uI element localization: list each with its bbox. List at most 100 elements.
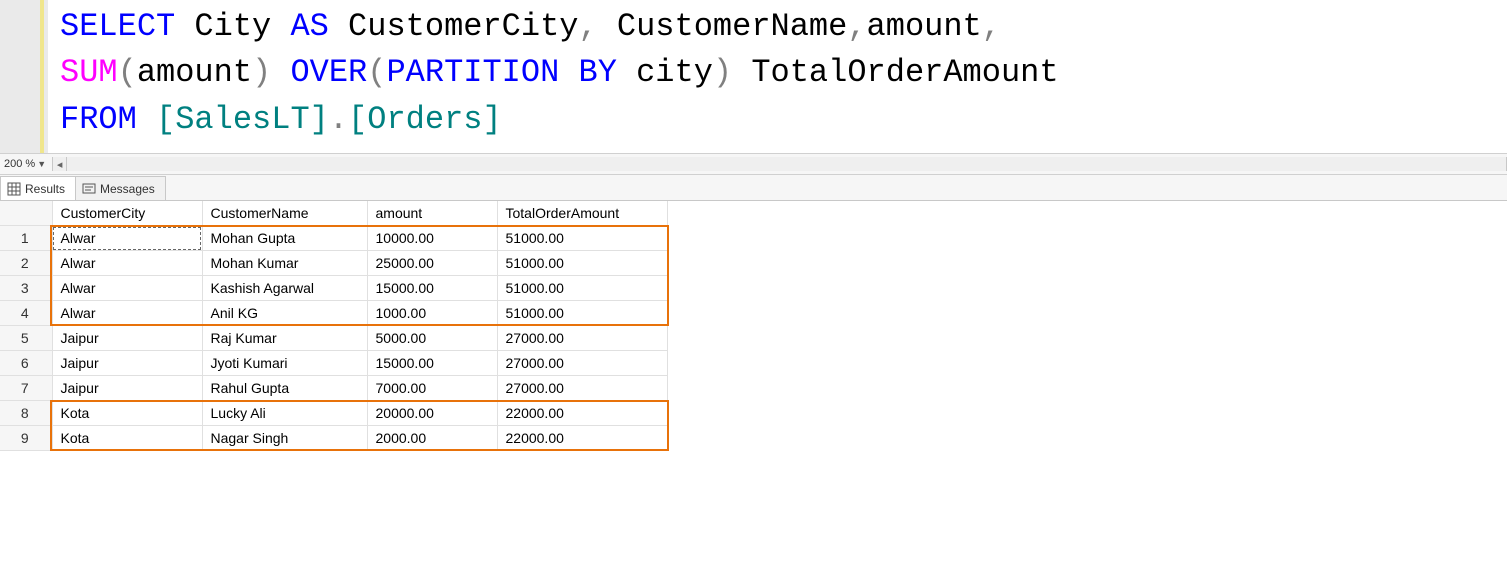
- schema-saleslt: [SalesLT]: [156, 101, 329, 138]
- grid-cell[interactable]: 20000.00: [367, 401, 497, 426]
- row-number[interactable]: 6: [0, 351, 52, 376]
- row-number[interactable]: 5: [0, 326, 52, 351]
- col-city: City: [194, 8, 271, 45]
- col-amount: amount: [867, 8, 982, 45]
- grid-cell[interactable]: Raj Kumar: [202, 326, 367, 351]
- grid-cell[interactable]: 22000.00: [497, 401, 667, 426]
- column-header[interactable]: CustomerName: [202, 201, 367, 226]
- sql-code[interactable]: SELECT City AS CustomerCity, CustomerNam…: [48, 0, 1071, 153]
- paren-open: (: [118, 54, 137, 91]
- keyword-from: FROM: [60, 101, 137, 138]
- tab-results[interactable]: Results: [0, 176, 76, 200]
- comma: ,: [578, 8, 597, 45]
- editor-gutter: [0, 0, 48, 153]
- grid-cell[interactable]: Lucky Ali: [202, 401, 367, 426]
- comma: ,: [982, 8, 1001, 45]
- row-number[interactable]: 7: [0, 376, 52, 401]
- row-number[interactable]: 2: [0, 251, 52, 276]
- keyword-over: OVER: [290, 54, 367, 91]
- grid-cell[interactable]: Alwar: [52, 301, 202, 326]
- row-number[interactable]: 1: [0, 226, 52, 251]
- table-row[interactable]: 2AlwarMohan Kumar25000.0051000.00: [0, 251, 667, 276]
- grid-cell[interactable]: 15000.00: [367, 351, 497, 376]
- grid-cell[interactable]: 2000.00: [367, 426, 497, 451]
- table-row[interactable]: 4AlwarAnil KG1000.0051000.00: [0, 301, 667, 326]
- keyword-as: AS: [290, 8, 328, 45]
- table-orders: [Orders]: [348, 101, 502, 138]
- grid-cell[interactable]: Kota: [52, 426, 202, 451]
- grid-cell[interactable]: 25000.00: [367, 251, 497, 276]
- grid-cell[interactable]: Kota: [52, 401, 202, 426]
- row-number[interactable]: 3: [0, 276, 52, 301]
- row-number[interactable]: 9: [0, 426, 52, 451]
- table-row[interactable]: 9KotaNagar Singh2000.0022000.00: [0, 426, 667, 451]
- paren-open: (: [367, 54, 386, 91]
- grid-cell[interactable]: Alwar: [52, 251, 202, 276]
- messages-icon: [82, 182, 96, 196]
- grid-corner: [0, 201, 52, 226]
- column-header[interactable]: CustomerCity: [52, 201, 202, 226]
- grid-cell[interactable]: Alwar: [52, 226, 202, 251]
- paren-close: ): [713, 54, 732, 91]
- grid-cell[interactable]: 7000.00: [367, 376, 497, 401]
- horizontal-scrollbar[interactable]: [66, 157, 1507, 171]
- grid-cell[interactable]: Kashish Agarwal: [202, 276, 367, 301]
- grid-cell[interactable]: Mohan Gupta: [202, 226, 367, 251]
- func-sum: SUM: [60, 54, 118, 91]
- table-row[interactable]: 1AlwarMohan Gupta10000.0051000.00: [0, 226, 667, 251]
- arg-amount: amount: [137, 54, 252, 91]
- grid-cell[interactable]: Anil KG: [202, 301, 367, 326]
- table-row[interactable]: 6JaipurJyoti Kumari15000.0027000.00: [0, 351, 667, 376]
- tab-results-label: Results: [25, 182, 65, 196]
- scroll-left-icon[interactable]: ◂: [52, 157, 66, 171]
- grid-cell[interactable]: Jaipur: [52, 351, 202, 376]
- table-row[interactable]: 7JaipurRahul Gupta7000.0027000.00: [0, 376, 667, 401]
- grid-cell[interactable]: Mohan Kumar: [202, 251, 367, 276]
- grid-cell[interactable]: 1000.00: [367, 301, 497, 326]
- tab-messages[interactable]: Messages: [75, 176, 166, 200]
- paren-close: ): [252, 54, 271, 91]
- sql-editor: SELECT City AS CustomerCity, CustomerNam…: [0, 0, 1507, 153]
- dot: .: [329, 101, 348, 138]
- column-header[interactable]: TotalOrderAmount: [497, 201, 667, 226]
- grid-cell[interactable]: 15000.00: [367, 276, 497, 301]
- grid-cell[interactable]: Jyoti Kumari: [202, 351, 367, 376]
- partition-city: city: [636, 54, 713, 91]
- comma: ,: [847, 8, 866, 45]
- grid-cell[interactable]: 27000.00: [497, 326, 667, 351]
- grid-cell[interactable]: Alwar: [52, 276, 202, 301]
- table-row[interactable]: 5JaipurRaj Kumar5000.0027000.00: [0, 326, 667, 351]
- grid-cell[interactable]: 5000.00: [367, 326, 497, 351]
- grid-cell[interactable]: 22000.00: [497, 426, 667, 451]
- results-grid-wrap: CustomerCityCustomerNameamountTotalOrder…: [0, 201, 668, 451]
- keyword-by: BY: [578, 54, 616, 91]
- grid-cell[interactable]: Rahul Gupta: [202, 376, 367, 401]
- chevron-down-icon[interactable]: ▼: [37, 159, 46, 169]
- col-customername: CustomerName: [617, 8, 847, 45]
- keyword-select: SELECT: [60, 8, 175, 45]
- grid-cell[interactable]: 51000.00: [497, 226, 667, 251]
- zoom-level[interactable]: 200 %: [4, 158, 35, 170]
- row-number[interactable]: 4: [0, 301, 52, 326]
- result-tabs: Results Messages: [0, 175, 1507, 201]
- grid-cell[interactable]: 51000.00: [497, 276, 667, 301]
- table-row[interactable]: 3AlwarKashish Agarwal15000.0051000.00: [0, 276, 667, 301]
- table-row[interactable]: 8KotaLucky Ali20000.0022000.00: [0, 401, 667, 426]
- grid-cell[interactable]: 27000.00: [497, 351, 667, 376]
- grid-cell[interactable]: 51000.00: [497, 301, 667, 326]
- grid-cell[interactable]: 27000.00: [497, 376, 667, 401]
- alias-totalorderamount: TotalOrderAmount: [751, 54, 1058, 91]
- tab-messages-label: Messages: [100, 182, 155, 196]
- grid-cell[interactable]: Jaipur: [52, 326, 202, 351]
- column-header[interactable]: amount: [367, 201, 497, 226]
- results-grid[interactable]: CustomerCityCustomerNameamountTotalOrder…: [0, 201, 668, 451]
- alias-customercity: CustomerCity: [348, 8, 578, 45]
- row-number[interactable]: 8: [0, 401, 52, 426]
- grid-icon: [7, 182, 21, 196]
- keyword-partition: PARTITION: [386, 54, 559, 91]
- grid-cell[interactable]: Nagar Singh: [202, 426, 367, 451]
- grid-cell[interactable]: 10000.00: [367, 226, 497, 251]
- grid-cell[interactable]: 51000.00: [497, 251, 667, 276]
- grid-cell[interactable]: Jaipur: [52, 376, 202, 401]
- zoom-bar: 200 % ▼ ◂: [0, 153, 1507, 175]
